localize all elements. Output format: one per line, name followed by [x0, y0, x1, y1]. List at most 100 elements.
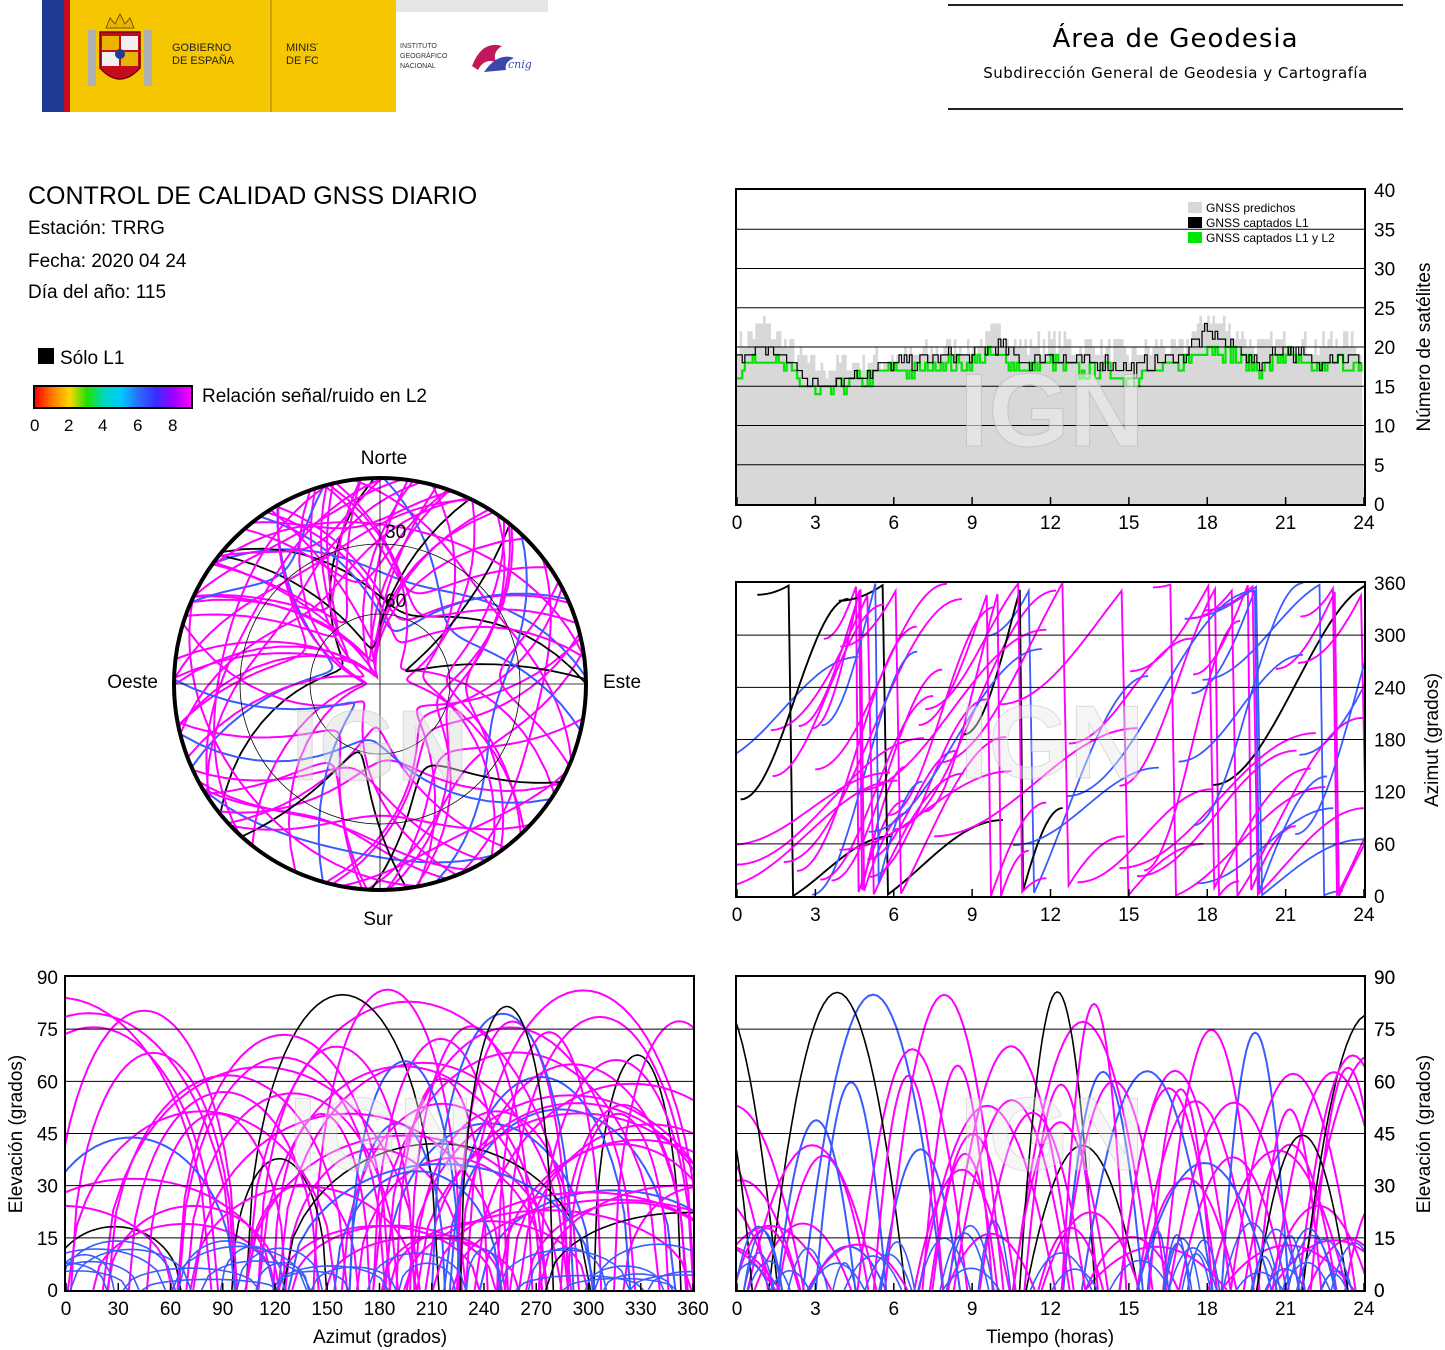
elevation-azimuth-low-trace: [200, 1260, 312, 1290]
azimuth-time-trace: [1300, 585, 1364, 896]
et-ytick-label: 45: [1374, 1125, 1395, 1146]
elevation-time-trace: [1012, 1020, 1154, 1290]
elevation-time-trace: [746, 1144, 878, 1290]
azimuth-time-trace: [757, 584, 892, 896]
elevation-time-ylabel: Elevación (grados): [1414, 1055, 1435, 1213]
et-xtick-label: 0: [732, 1299, 743, 1320]
skyplot-trace: [197, 780, 469, 871]
satellites-xticks: 0 3 6 9 12 15 18 21 24: [732, 497, 1375, 534]
ea-ytick-label: 45: [37, 1125, 58, 1146]
elevation-time-low-trace: [864, 1253, 913, 1290]
snr-tick-8: 8: [168, 416, 178, 435]
elevation-time-trace: [952, 1099, 1071, 1290]
watermark-azimuth: IGN: [960, 685, 1145, 801]
et-ytick-label: 15: [1374, 1229, 1395, 1250]
date-label: Fecha: 2020 04 24: [28, 251, 187, 272]
elevation-azimuth-trace: [478, 1189, 693, 1290]
sat-xtick-label: 12: [1040, 513, 1061, 534]
elevation-time-xlabel: Tiempo (horas): [986, 1327, 1114, 1348]
az-xtick-label: 9: [967, 905, 978, 926]
ea-xtick-label: 330: [625, 1299, 657, 1320]
elevation-time-low-trace: [1181, 1252, 1212, 1290]
satellites-frame: [735, 188, 1366, 506]
et-xtick-label: 6: [888, 1299, 899, 1320]
azimuth-time-trace: [737, 656, 859, 755]
skyplot-trace: [459, 557, 552, 875]
az-ytick-label: 240: [1374, 678, 1406, 699]
elevation-time-low-trace: [1108, 1259, 1171, 1290]
skyplot-trace: [192, 478, 404, 598]
elevation-time-trace: [737, 1246, 781, 1290]
elevation-time-trace: [1271, 1071, 1364, 1290]
skyplot-west-label: Oeste: [107, 672, 158, 693]
elevation-azimuth-trace: [537, 1058, 693, 1290]
skyplot-trace: [179, 497, 469, 735]
satellites-chart: 0 3 6 9 12 15 18 21 24 0 5 10 15 20 25 30 35 40 Número d…: [732, 181, 1435, 534]
elevation-azimuth-trace: [107, 1074, 349, 1290]
elevation-time-ytick-label: 60: [1374, 1072, 1395, 1093]
sat-ytick-label: 20: [1374, 338, 1395, 359]
et-ytick-label: 90: [1374, 968, 1395, 989]
elevation-azimuth-trace: [66, 1012, 236, 1290]
azimuth-time-trace: [1130, 583, 1311, 892]
et-xtick-label: 15: [1118, 1299, 1139, 1320]
ea-ytick-label: 75: [37, 1020, 58, 1041]
elevation-time-low-trace: [737, 1262, 771, 1290]
elevation-azimuth-trace: [66, 1026, 219, 1290]
az-ytick-label: 300: [1374, 626, 1406, 647]
azimuth-time-trace: [1275, 591, 1364, 896]
skyplot-trace: [385, 717, 584, 890]
ea-ytick-label: 15: [37, 1229, 58, 1250]
elevation-time-trace: [777, 1154, 870, 1290]
elevation-time-trace: [1025, 1144, 1140, 1290]
sat-xtick-label: 24: [1353, 513, 1375, 534]
elevation-time-low-trace: [737, 1225, 783, 1290]
az-ytick-label: 360: [1374, 574, 1406, 595]
sat-ytick-label: 25: [1374, 299, 1395, 320]
elevation-time-frame: [735, 975, 1366, 1292]
elevation-azimuth-trace: [403, 1209, 693, 1290]
elevation-time-trace: [806, 1243, 909, 1290]
skyplot-trace: [287, 489, 368, 873]
azimuth-time-trace: [772, 603, 885, 778]
elevation-azimuth-trace: [177, 1056, 387, 1290]
azimuth-time-trace: [963, 589, 1063, 892]
elevation-azimuth-trace: [508, 1143, 693, 1290]
header-line-top: [948, 4, 1403, 6]
elevation-azimuth-chart: 0 30 60 90 120 150 180 210 240 270 300 330 360 0 15 30…: [6, 968, 709, 1348]
elevation-azimuth-trace: [66, 1110, 337, 1290]
skyplot-trace: [435, 533, 528, 883]
skyplot-trace: [221, 547, 586, 685]
az-xtick-label: 0: [732, 905, 743, 926]
elevation-azimuth-grid: [66, 1028, 693, 1239]
skyplot-trace: [498, 581, 571, 767]
elevation-time-low-trace: [1235, 1271, 1284, 1290]
elevation-time-trace: [768, 991, 907, 1290]
elevation-time-low-trace: [787, 1247, 829, 1290]
snr-tick-4: 4: [98, 416, 108, 435]
elevation-time-trace: [1242, 1143, 1338, 1290]
gov-block: GOBIERNO DE ESPAÑA MINISTERIO DE FOMENTO: [70, 0, 359, 112]
elevation-time-low-trace: [1295, 1238, 1353, 1290]
et-xtick-label: 24: [1353, 1299, 1375, 1320]
elevation-azimuth-low-trace: [366, 1252, 467, 1290]
snr-colorbar: [33, 385, 193, 409]
az-xtick-label: 12: [1040, 905, 1061, 926]
cnig-logo-icon: cnig: [468, 36, 538, 82]
elevation-time-traces: [737, 991, 1364, 1290]
azimuth-time-trace: [1068, 637, 1193, 745]
elevation-azimuth-trace: [525, 1201, 693, 1290]
elevation-time-xticks: 0 3 6 9 12 15 18 21 24: [732, 1283, 1375, 1320]
elevation-azimuth-trace: [451, 1198, 693, 1290]
azimuth-time-traces: [737, 583, 1364, 896]
elevation-time-trace: [737, 1224, 833, 1290]
az-ytick-label: 60: [1374, 835, 1395, 856]
az-xtick-label: 6: [888, 905, 899, 926]
azimuth-time-trace: [737, 737, 925, 866]
header-line-bottom: [948, 108, 1403, 110]
elevation-azimuth-low-trace: [66, 1262, 108, 1290]
elevation-time-low-trace: [743, 1229, 784, 1290]
skyplot-trace: [182, 623, 458, 877]
elevation-azimuth-trace: [456, 1063, 689, 1290]
az-xtick-label: 24: [1353, 905, 1375, 926]
